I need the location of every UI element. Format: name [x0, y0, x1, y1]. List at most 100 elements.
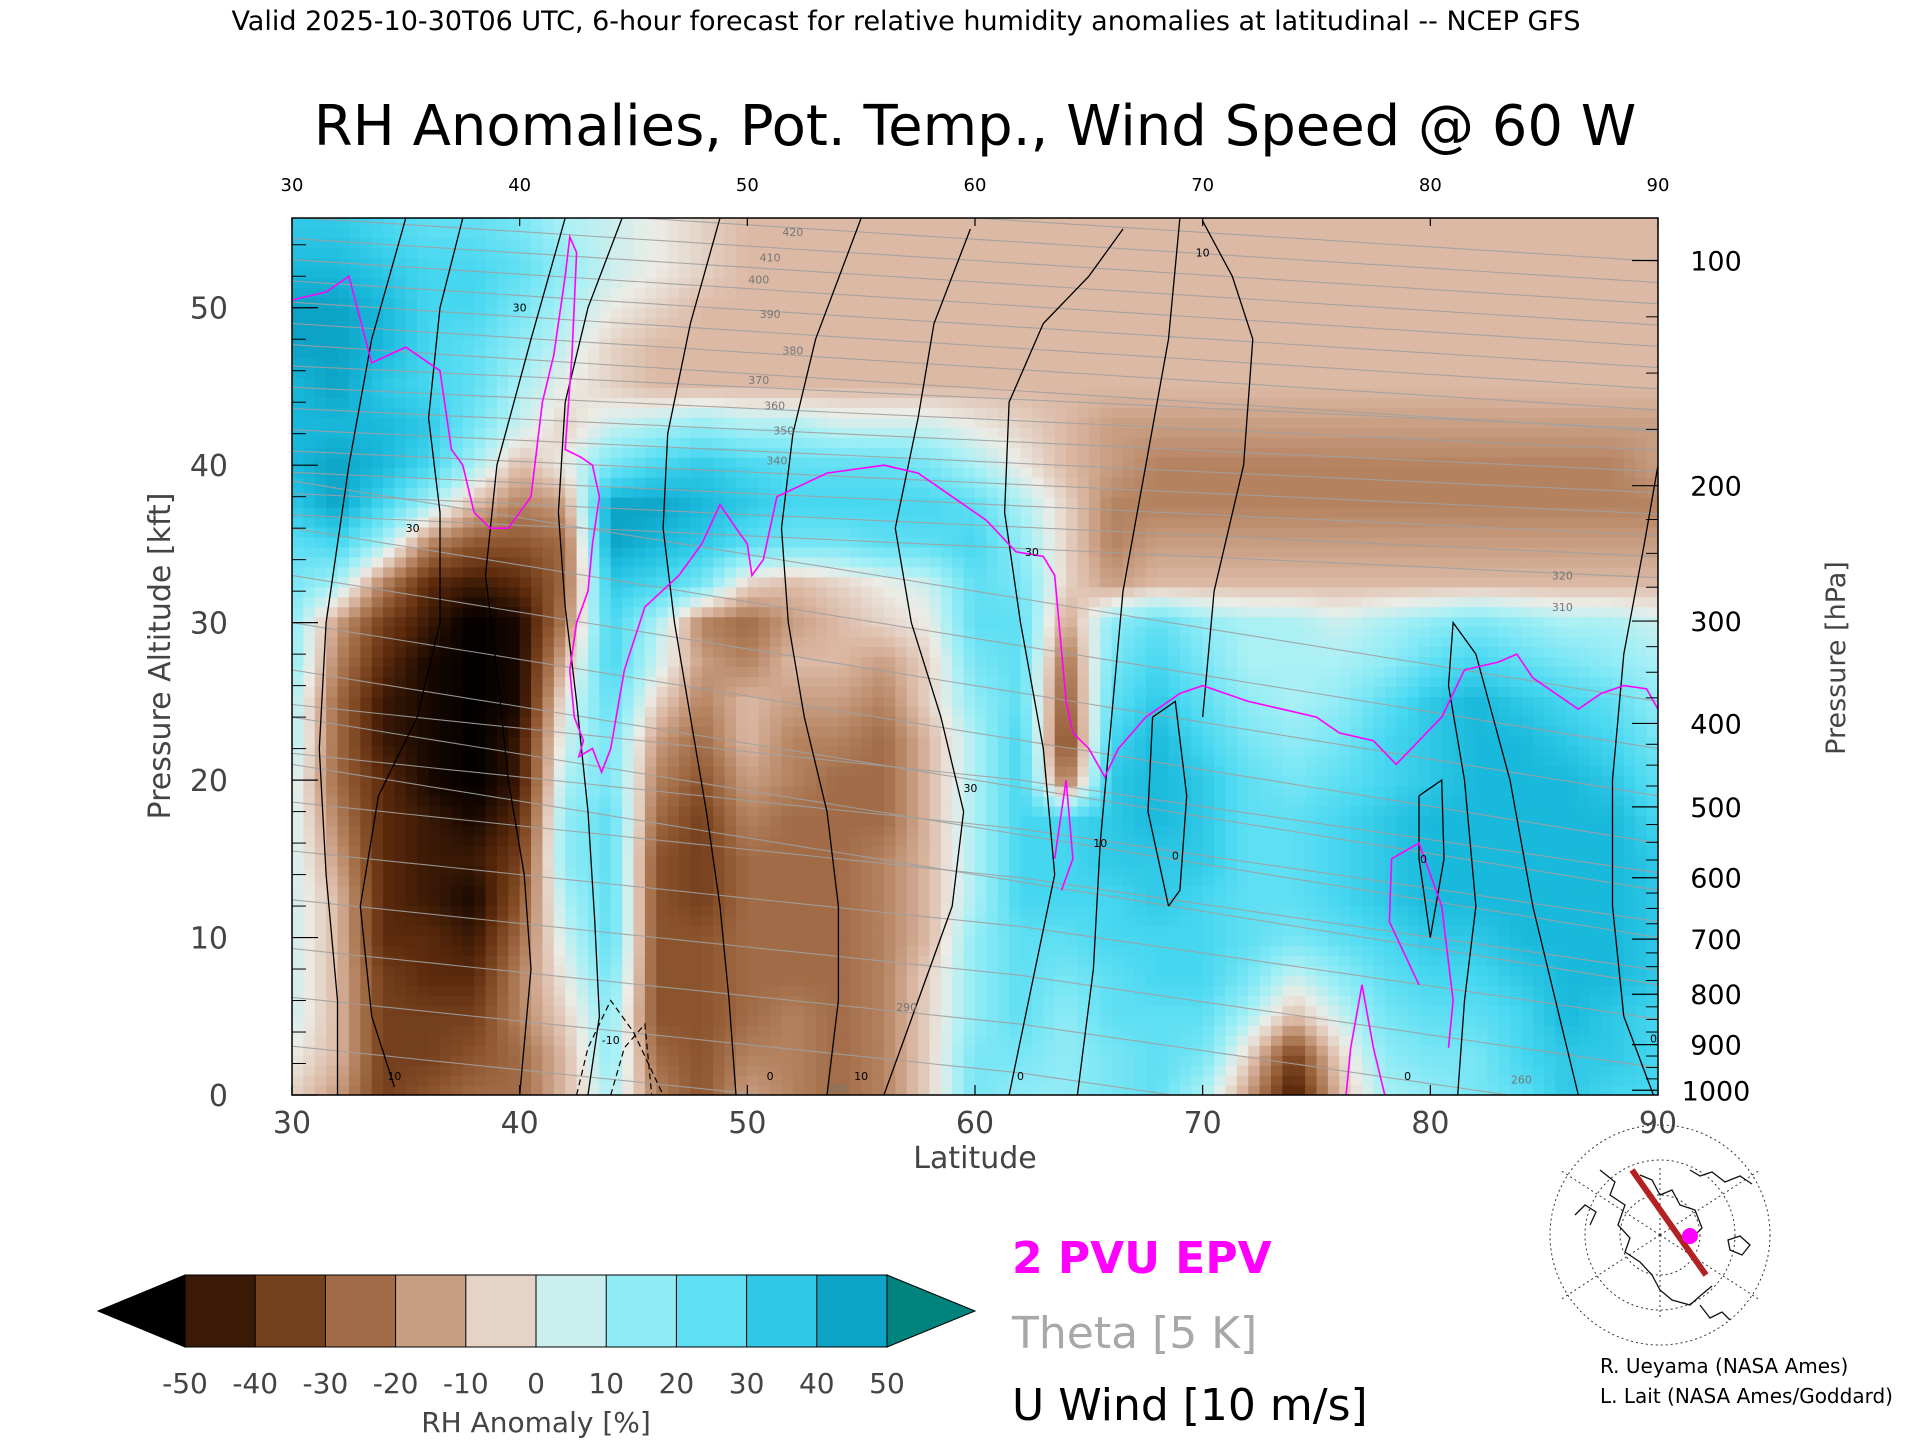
rh-cell [1009, 855, 1022, 867]
rh-cell [1441, 726, 1454, 737]
rh-cell [1441, 766, 1454, 777]
rh-cell [1145, 686, 1158, 697]
rh-cell [599, 726, 612, 737]
rh-cell [462, 796, 475, 807]
rh-cell [1031, 835, 1044, 847]
rh-cell [1362, 965, 1375, 977]
rh-cell [1179, 1015, 1192, 1026]
rh-cell [1282, 875, 1295, 887]
rh-cell [1339, 796, 1352, 807]
rh-cell [644, 935, 657, 947]
rh-cell [303, 905, 316, 917]
rh-cell [1362, 776, 1375, 787]
rh-cell [496, 855, 509, 867]
rh-cell [781, 885, 794, 897]
rh-cell [1248, 805, 1261, 817]
rh-cell [576, 1075, 589, 1086]
rh-cell [1270, 955, 1283, 967]
rh-cell [895, 706, 908, 717]
rh-cell [1464, 805, 1477, 817]
rh-cell [1202, 746, 1215, 757]
rh-cell [587, 1075, 600, 1086]
rh-cell [553, 885, 566, 897]
rh-cell [952, 825, 965, 837]
rh-cell [1623, 756, 1636, 767]
rh-cell [1623, 716, 1636, 727]
rh-cell [1362, 925, 1375, 937]
rh-cell [1248, 1055, 1261, 1066]
rh-cell [1407, 726, 1420, 737]
rh-cell [371, 696, 384, 707]
rh-cell [417, 965, 430, 977]
rh-cell [1316, 895, 1329, 907]
rh-cell [394, 1035, 407, 1046]
rh-cell [1578, 975, 1591, 986]
rh-cell [1282, 975, 1295, 986]
rh-cell [906, 1005, 919, 1016]
rh-cell [394, 915, 407, 927]
rh-cell [872, 756, 885, 767]
rh-cell [428, 756, 441, 767]
rh-cell [758, 965, 771, 977]
rh-cell [587, 1065, 600, 1076]
rh-cell [1077, 796, 1090, 807]
rh-cell [758, 716, 771, 727]
rh-cell [496, 805, 509, 817]
rh-cell [997, 1055, 1010, 1066]
rh-cell [1168, 895, 1181, 907]
rh-cell [986, 995, 999, 1006]
rh-cell [735, 696, 748, 707]
rh-cell [804, 1055, 817, 1066]
rh-cell [1407, 1045, 1420, 1056]
rh-cell [303, 935, 316, 947]
rh-cell [758, 955, 771, 967]
rh-cell [1384, 686, 1397, 697]
rh-cell [1362, 716, 1375, 727]
rh-cell [1373, 995, 1386, 1006]
rh-cell [975, 915, 987, 927]
rh-cell [1350, 825, 1363, 837]
rh-cell [929, 905, 942, 917]
rh-cell [474, 865, 487, 877]
rh-cell [1225, 895, 1238, 907]
rh-cell [1589, 1085, 1602, 1095]
rh-cell [701, 746, 714, 757]
rh-cell [1259, 1075, 1272, 1086]
rh-cell [303, 925, 316, 937]
rh-cell [1248, 925, 1261, 937]
rh-cell [394, 925, 407, 937]
rh-cell [804, 995, 817, 1006]
rh-cell [679, 716, 692, 727]
rh-cell [542, 995, 555, 1006]
rh-cell [553, 835, 566, 847]
rh-cell [679, 905, 692, 917]
rh-cell [940, 696, 953, 707]
rh-cell [1202, 895, 1215, 907]
rh-cell [963, 885, 976, 897]
rh-cell [1134, 746, 1147, 757]
rh-cell [1225, 865, 1238, 877]
rh-cell [690, 1075, 703, 1086]
rh-cell [439, 1055, 452, 1066]
rh-cell [1373, 895, 1386, 907]
rh-cell [1100, 756, 1113, 767]
rh-cell [485, 786, 498, 797]
rh-cell [656, 1015, 669, 1026]
rh-cell [1066, 975, 1079, 986]
rh-cell [1612, 855, 1625, 867]
rh-cell [724, 696, 737, 707]
rh-cell [1327, 985, 1340, 996]
rh-cell [713, 995, 726, 1006]
rh-cell [1327, 1065, 1340, 1076]
rh-cell [1066, 756, 1079, 767]
rh-cell [690, 815, 703, 827]
rh-cell [326, 905, 339, 917]
rh-cell [1578, 726, 1591, 737]
rh-cell [1589, 1035, 1602, 1046]
rh-cell [667, 825, 680, 837]
rh-cell [337, 985, 350, 996]
rh-cell [1179, 766, 1192, 777]
rh-cell [1031, 1035, 1044, 1046]
rh-cell [1191, 975, 1204, 986]
rh-cell [770, 825, 783, 837]
